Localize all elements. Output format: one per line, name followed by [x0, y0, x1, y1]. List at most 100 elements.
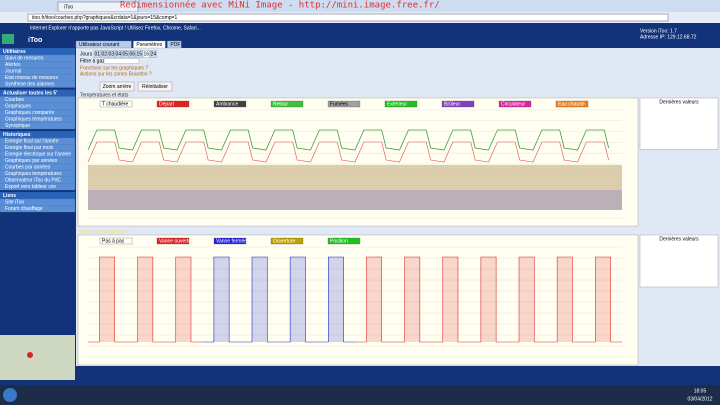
- sidebar-item-label: Graphiques par années: [5, 158, 58, 164]
- address-bar[interactable]: [27, 13, 669, 22]
- legend-label: Position: [330, 238, 348, 244]
- filter-input[interactable]: [103, 58, 140, 64]
- sidebar-item[interactable]: [0, 80, 76, 88]
- side-panel: [639, 234, 719, 288]
- legend-item[interactable]: [555, 100, 589, 108]
- help-link[interactable]: Actions sur les zones Bourdon ?: [80, 71, 152, 77]
- sidebar-section-title: Actualiser toutes les 5': [3, 90, 57, 96]
- help-link[interactable]: Fonctions sur les graphiques ?: [80, 65, 148, 71]
- day-label: 24: [150, 51, 156, 57]
- notice: Internet Explorer n'apporte pas JavaScri…: [30, 25, 201, 31]
- side-panel-title: Dernières valeurs: [659, 236, 699, 242]
- map-pin: [27, 352, 33, 358]
- sidebar-item-label: Etat réseau de mesures: [5, 75, 59, 81]
- day-button[interactable]: [121, 50, 129, 58]
- toolbar-tab[interactable]: [133, 40, 166, 49]
- sidebar-item[interactable]: [0, 205, 76, 213]
- legend-label: Départ: [159, 101, 175, 107]
- legend-label: Vanne ouverte: [159, 238, 191, 244]
- legend-item[interactable]: [156, 237, 190, 245]
- legend-item[interactable]: [270, 237, 304, 245]
- address: itoo.fr/itoo/courbes.php?graphiques&crda…: [32, 15, 177, 21]
- toolbar-tab[interactable]: [75, 40, 132, 49]
- day-label: 05: [122, 51, 128, 57]
- side-panel-title: Dernières valeurs: [659, 99, 699, 105]
- day-button[interactable]: [128, 50, 136, 58]
- day-button[interactable]: [135, 50, 143, 58]
- legend-item[interactable]: [213, 237, 247, 245]
- legend-item[interactable]: [327, 100, 361, 108]
- button[interactable]: [137, 81, 173, 92]
- legend-item[interactable]: [327, 237, 361, 245]
- decor-wave: [583, 256, 622, 343]
- toolbar-tab-label: Paramètres: [136, 42, 162, 48]
- legend-item[interactable]: [498, 100, 532, 108]
- legend-item[interactable]: [99, 100, 133, 108]
- decor-wave: [469, 256, 508, 343]
- day-button[interactable]: [100, 50, 108, 58]
- logo: [2, 34, 14, 44]
- decor-wave: [431, 256, 470, 343]
- sidebar-item[interactable]: [0, 183, 76, 191]
- sidebar-item-label: Journal: [5, 69, 21, 75]
- legend-label: Ambiance: [216, 101, 238, 107]
- sidebar-item-label: Energie fioul par mois: [5, 145, 54, 151]
- sidebar-section-title: Historiques: [3, 132, 31, 138]
- day-button[interactable]: [114, 50, 122, 58]
- day-button[interactable]: [149, 50, 157, 58]
- day-button[interactable]: [107, 50, 115, 58]
- day-label: 16: [143, 51, 149, 57]
- sidebar-item-label: Alertes: [5, 62, 21, 68]
- days-label: Jours :: [80, 51, 95, 57]
- start-button[interactable]: [3, 388, 17, 402]
- legend-item[interactable]: [99, 237, 133, 245]
- legend-item[interactable]: [441, 100, 475, 108]
- decor-wave: [164, 256, 203, 343]
- app-title: iToo: [28, 37, 42, 44]
- decor-wave: [126, 256, 165, 343]
- legend-item[interactable]: [270, 100, 304, 108]
- decor-wave: [88, 256, 127, 343]
- chart-title: Vanne de chauffage ?: [80, 229, 129, 235]
- sidebar-item-label: Forum chauffage: [5, 206, 43, 212]
- version: Version iToo: 1.7: [640, 28, 677, 34]
- legend-label: Extérieur: [387, 101, 407, 107]
- legend-label: Vanne fermée: [216, 238, 247, 244]
- sidebar-item-label: Synthèse des alarmes: [5, 82, 55, 88]
- sidebar-section-title: Utilitaires: [3, 49, 26, 55]
- chart-panel: [77, 234, 639, 366]
- day-label: 06: [129, 51, 135, 57]
- legend-label: T chaudière: [102, 101, 129, 107]
- legend-label: Brûleur: [444, 101, 460, 107]
- sidebar-item-label: Energie électrique sur l'année: [5, 152, 71, 158]
- side-panel: [639, 97, 719, 150]
- legend-item[interactable]: [156, 100, 190, 108]
- toolbar-tab[interactable]: [167, 40, 182, 49]
- decor-wave: [545, 256, 584, 343]
- sidebar-section: [0, 192, 75, 199]
- sidebar-item-label: Export vers tableur csv: [5, 184, 56, 190]
- legend-item[interactable]: [384, 100, 418, 108]
- day-button[interactable]: [142, 50, 150, 58]
- decor-wave: [202, 256, 241, 343]
- sidebar-item-label: Energie fioul sur l'année: [5, 139, 59, 145]
- day-button[interactable]: [93, 50, 101, 58]
- ip: Adresse IP: 129.12.68.72: [640, 34, 697, 40]
- decor-wave: [355, 256, 394, 343]
- button-label: Réinitialiser: [142, 84, 168, 90]
- tab-title: iToo: [64, 4, 73, 10]
- sidebar-item-label: Courbes par années: [5, 165, 51, 171]
- toolbar-tab-label: PDF: [170, 42, 180, 48]
- button-label: Zoom arrière: [103, 84, 132, 90]
- decor-wave: [393, 256, 432, 343]
- legend-label: Retour: [273, 101, 288, 107]
- sidebar-item[interactable]: [0, 122, 76, 130]
- legend-item[interactable]: [213, 100, 247, 108]
- sidebar-item-label: Graphiques températures: [5, 117, 62, 123]
- sidebar-item-label: Site iToo: [5, 200, 24, 206]
- button[interactable]: [99, 81, 135, 92]
- clock: 18:05: [694, 388, 707, 394]
- sidebar-item-label: Graphiques: [5, 104, 31, 110]
- sidebar-item-label: Courbes: [5, 97, 24, 103]
